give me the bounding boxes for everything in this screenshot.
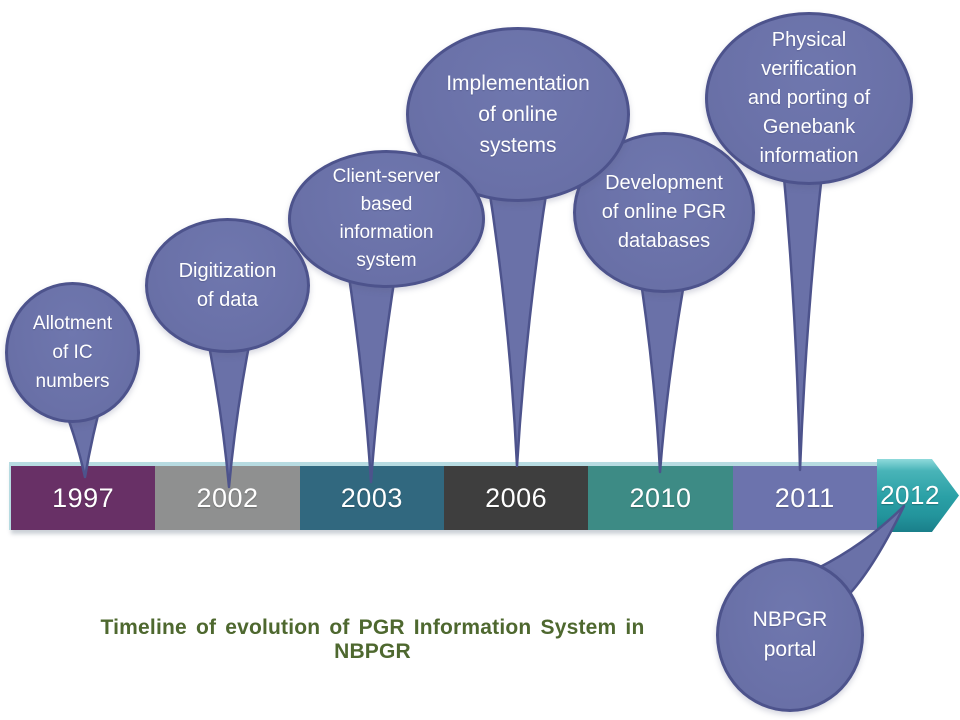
timeline-segment-2011: 2011: [732, 466, 877, 530]
callout-tail-2011: [780, 153, 826, 472]
callout-online-pgr-databases-text: Development of online PGR databases: [601, 172, 727, 252]
year-label-2003: 2003: [340, 482, 403, 513]
callout-client-server-system: Client-server based information system: [288, 150, 485, 288]
callout-tail-2006: [485, 173, 551, 468]
callout-digitization-of-data: Digitization of data: [145, 218, 310, 353]
callout-client-server-system-text: Client-server based information system: [332, 166, 441, 271]
callout-digitization-of-data-text: Digitization of data: [178, 259, 277, 311]
timeline-segment-2006: 2006: [443, 466, 589, 530]
callout-physical-verification-text: Physical verification and porting of Gen…: [747, 29, 871, 167]
callout-allotment-ic-numbers-text: Allotment of IC numbers: [32, 313, 113, 392]
callout-online-implementation-text: Implementation of online systems: [446, 72, 590, 157]
callout-tail-2003: [345, 261, 399, 484]
callout-nbpgr-portal: NBPGR portal: [716, 558, 864, 712]
timeline-segment-1997: 1997: [11, 466, 156, 530]
year-label-2012: 2012: [880, 480, 940, 510]
year-label-2006: 2006: [485, 482, 548, 513]
callout-physical-verification: Physical verification and porting of Gen…: [705, 12, 913, 185]
timeline-segment-2010: 2010: [588, 466, 733, 530]
year-label-2002: 2002: [196, 482, 259, 513]
callout-online-pgr-databases: Development of online PGR databases: [573, 132, 755, 293]
year-label-2011: 2011: [774, 482, 835, 513]
callout-tail-2002: [204, 328, 254, 489]
callout-allotment-ic-numbers: Allotment of IC numbers: [5, 282, 140, 423]
caption: Timeline of evolution of PGR Information…: [100, 616, 645, 663]
callout-tail-2010: [635, 253, 691, 474]
year-label-1997: 1997: [52, 482, 115, 513]
callout-nbpgr-portal-text: NBPGR portal: [752, 608, 828, 661]
year-label-2010: 2010: [629, 482, 692, 513]
